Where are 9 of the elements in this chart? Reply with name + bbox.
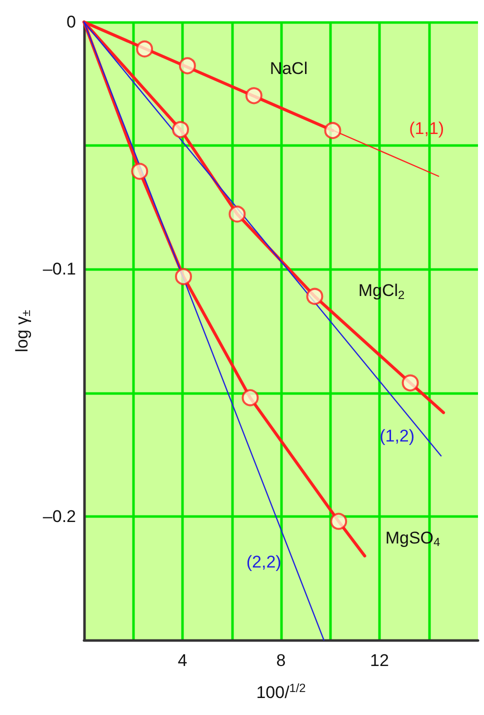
y-tick-label: 0 [66,12,76,32]
series-label: (1,2) [380,426,415,446]
y-tick-label: –0.2 [42,506,76,526]
x-tick-label: 8 [276,651,286,670]
y-axis-title: log γ± [12,309,33,352]
x-tick-label: 4 [178,651,188,670]
y-tick-label: –0.1 [42,260,76,279]
series-label: (2,2) [246,552,282,572]
x-tick-label: 12 [370,651,389,670]
